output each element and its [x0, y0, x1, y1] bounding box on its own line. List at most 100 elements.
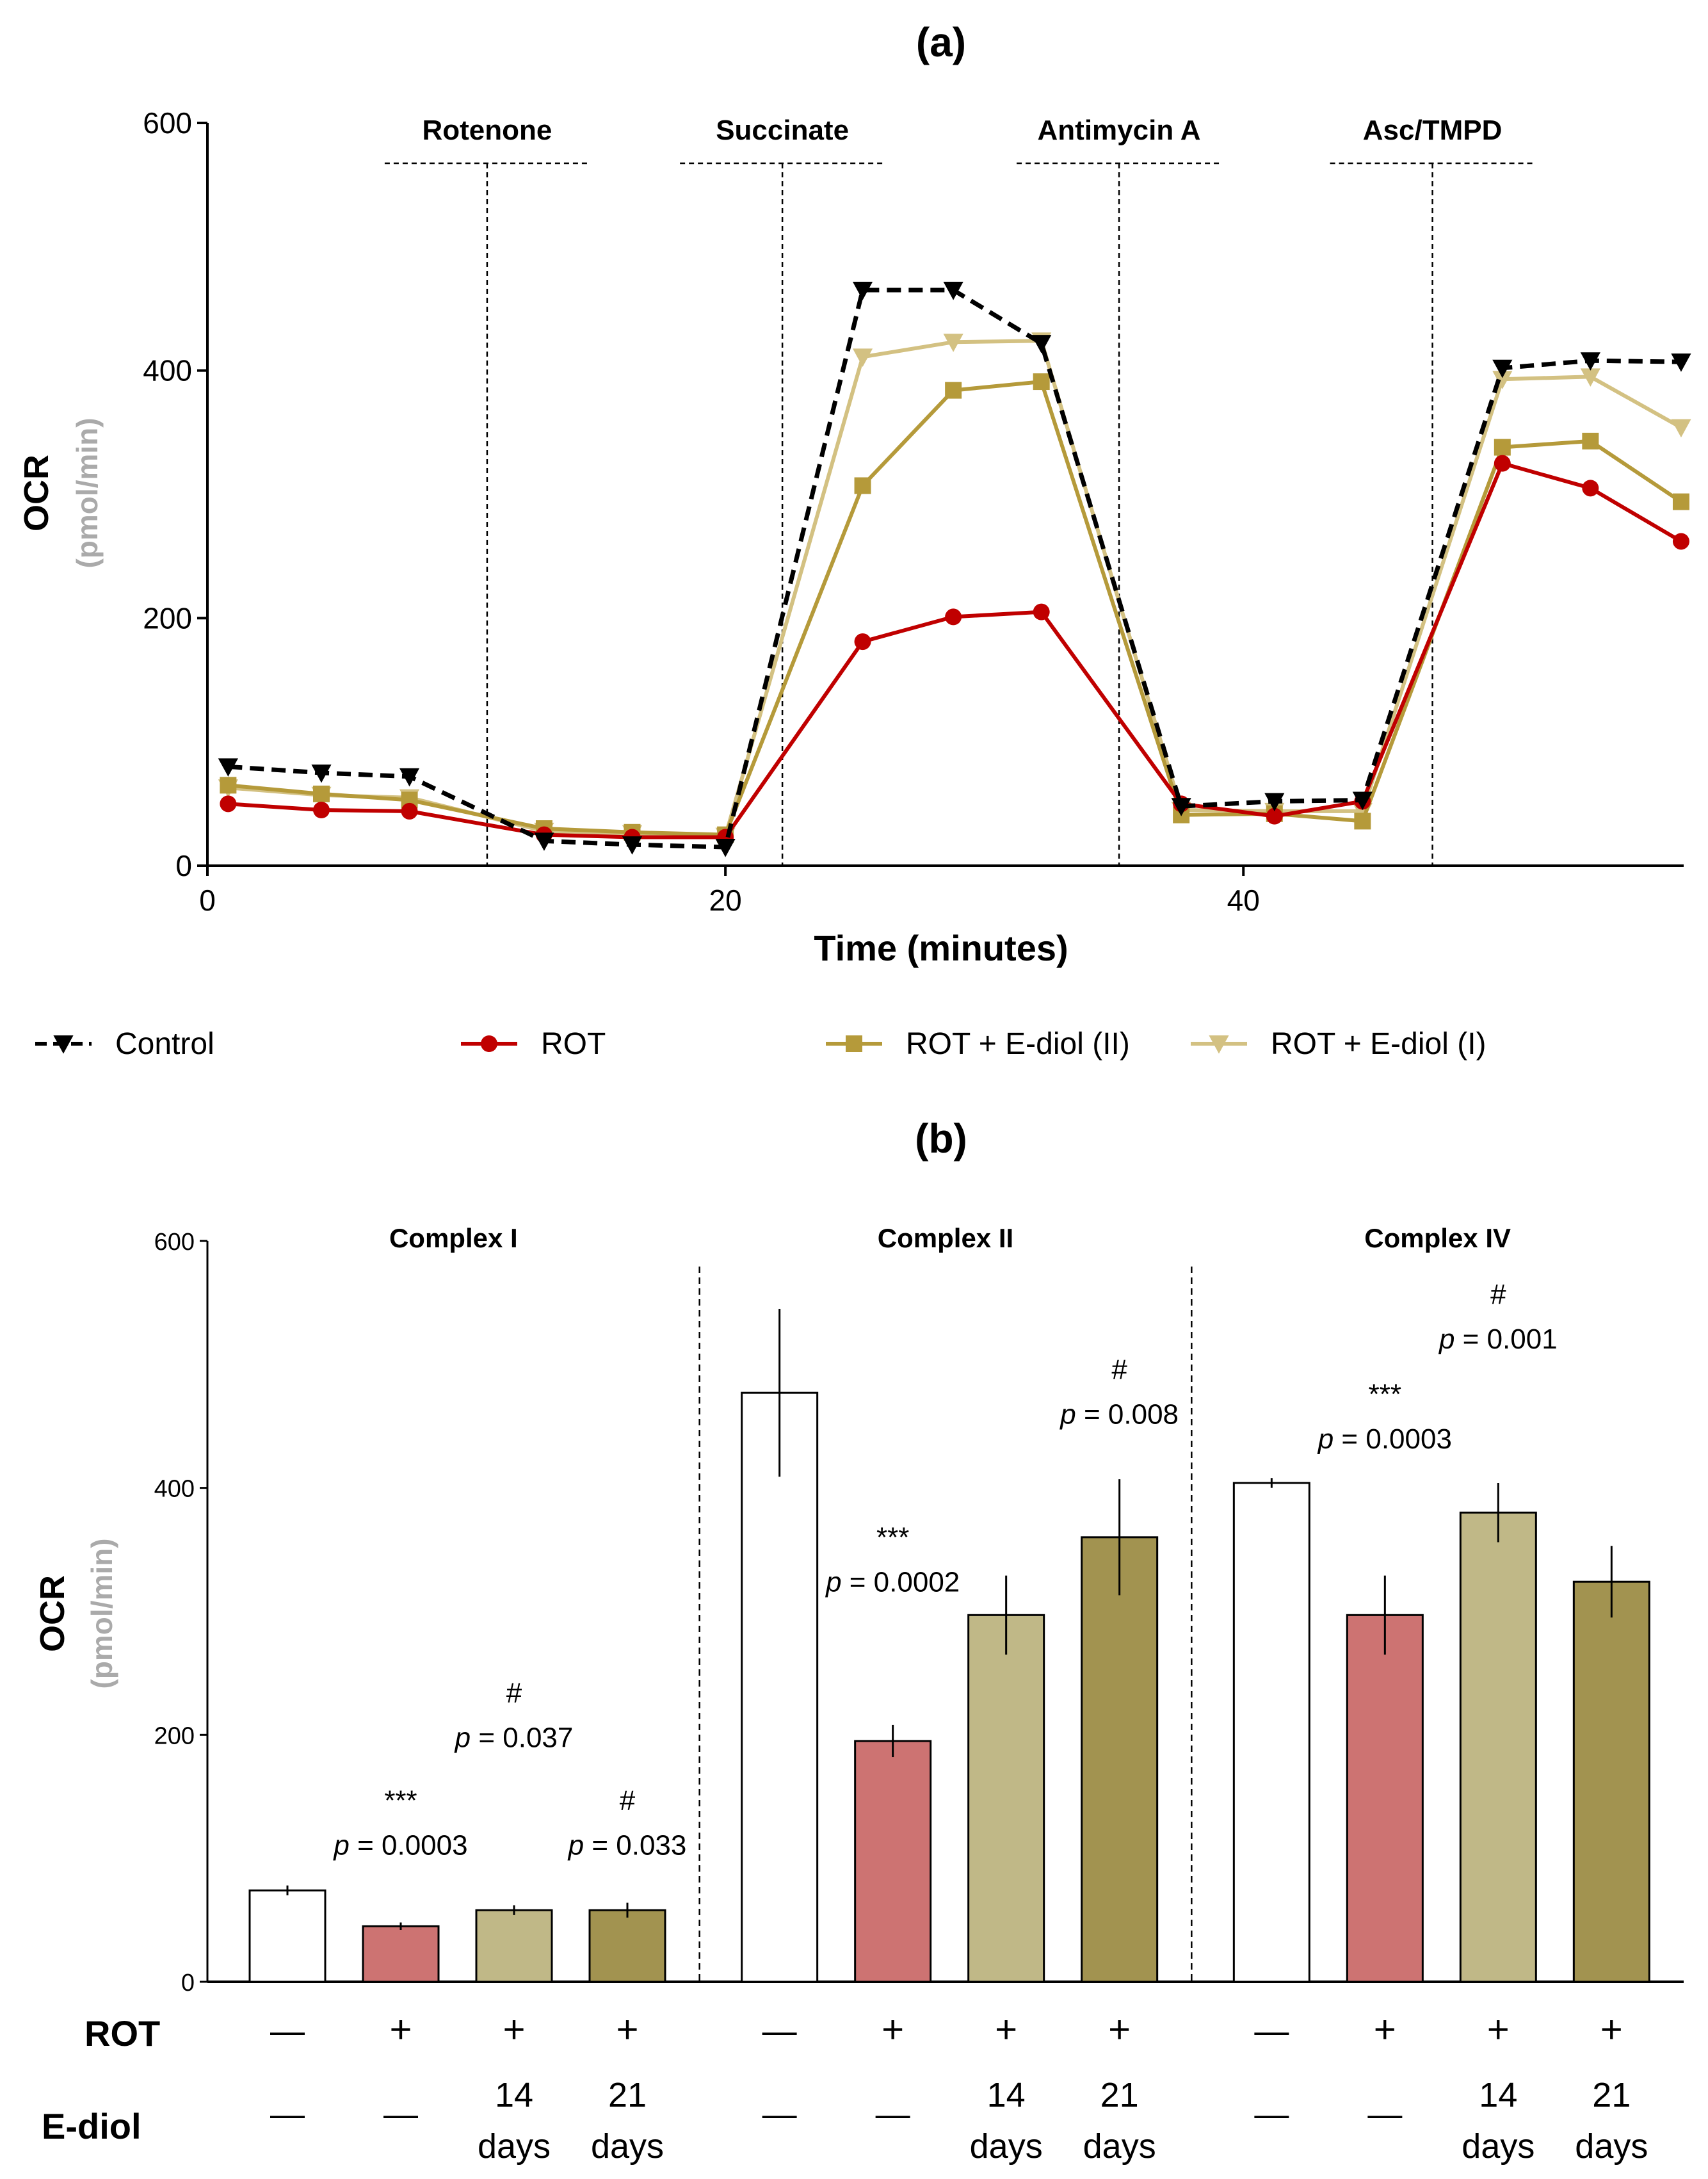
significance-mark: #: [1111, 1354, 1127, 1385]
y-tick-label: 600: [154, 1229, 195, 1256]
bar: [1081, 1536, 1159, 1983]
legend-label: ROT + E-diol (I): [1271, 1027, 1486, 1061]
row-label-ediol: E-diol: [42, 2106, 141, 2146]
p-symbol: p: [567, 1829, 592, 1861]
p-symbol: p: [1059, 1398, 1084, 1430]
row-cell: —: [876, 2095, 910, 2134]
significance-mark: ***: [384, 1785, 417, 1816]
row-cell: +: [1374, 2008, 1396, 2051]
group-title: Complex II: [878, 1223, 1013, 1253]
data-point: [852, 282, 873, 300]
series-line: [228, 379, 1682, 837]
panel-a-xlabel: Time (minutes): [814, 928, 1068, 968]
bar: [1459, 1511, 1537, 1983]
y-tick-label: 400: [154, 1476, 195, 1503]
x-tick-label: 0: [199, 884, 216, 917]
data-point: [1033, 603, 1050, 620]
data-point: [943, 334, 963, 352]
p-value: p = 0.008: [1059, 1398, 1179, 1430]
row-cell: —: [1254, 2095, 1289, 2134]
data-point: [1580, 368, 1600, 387]
data-point: [313, 785, 330, 802]
row-cell: +: [1487, 2008, 1510, 2051]
data-point: [1031, 335, 1052, 353]
row-cell: +: [995, 2008, 1017, 2051]
bar: [1346, 1614, 1424, 1983]
p-value: p = 0.033: [567, 1829, 687, 1861]
panel-a-ylabel-unit: (pmol/min): [70, 417, 104, 568]
row-cell: —: [1254, 2012, 1289, 2050]
p-value: p = 0.001: [1438, 1324, 1558, 1355]
bar: [854, 1740, 932, 1983]
data-point: [311, 765, 332, 783]
data-point: [313, 802, 330, 818]
y-tick-label: 600: [143, 106, 192, 140]
group-title: Complex I: [389, 1223, 518, 1253]
row-cell: —: [1367, 2095, 1402, 2134]
p-symbol: p: [1438, 1324, 1463, 1355]
row-cell: +: [1600, 2008, 1623, 2051]
p-symbol: p: [332, 1829, 357, 1861]
y-tick-label: 200: [143, 601, 192, 635]
row-cell: +: [882, 2008, 904, 2051]
significance-mark: #: [620, 1785, 636, 1816]
data-point: [401, 802, 418, 820]
legend-marker: [846, 1035, 862, 1052]
x-tick-label: 40: [1227, 884, 1260, 917]
data-point: [1264, 793, 1285, 812]
data-point: [1582, 432, 1599, 450]
legend-label: ROT + E-diol (II): [906, 1027, 1130, 1061]
p-value: p = 0.037: [454, 1722, 574, 1754]
legend-marker: [1209, 1035, 1229, 1054]
p-symbol: p: [454, 1722, 479, 1754]
data-point: [1171, 798, 1191, 816]
row-cell: +: [503, 2008, 525, 2051]
p-symbol: p: [1317, 1423, 1342, 1455]
data-point: [1671, 419, 1691, 438]
row-cell: +: [616, 2008, 638, 2051]
p-value: p = 0.0003: [1317, 1423, 1452, 1455]
data-point: [854, 633, 871, 651]
p-symbol: p: [825, 1567, 850, 1598]
series-line: [228, 461, 1682, 839]
row-label-rot: ROT: [85, 2013, 160, 2053]
row-cell: —: [762, 2095, 797, 2134]
bar: [362, 1925, 440, 1983]
p-value: p = 0.0003: [332, 1829, 467, 1861]
data-point: [1582, 480, 1599, 497]
y-tick-label: 0: [181, 1970, 195, 1997]
x-tick-label: 20: [709, 884, 742, 917]
y-tick-label: 200: [154, 1722, 195, 1749]
legend-label: Control: [115, 1027, 214, 1061]
bar: [741, 1391, 819, 1983]
data-point: [1352, 791, 1373, 811]
legend-label: ROT: [541, 1027, 606, 1061]
y-tick-label: 0: [175, 849, 192, 882]
row-cell: days: [478, 2127, 551, 2166]
injection-label: Asc/TMPD: [1363, 115, 1503, 146]
data-point: [945, 382, 962, 399]
series-line: [228, 288, 1682, 850]
row-cell: 14: [1479, 2076, 1517, 2114]
data-point: [1033, 373, 1050, 391]
data-point: [943, 282, 963, 300]
data-point: [1672, 493, 1689, 510]
data-point: [622, 836, 643, 855]
legend-marker: [53, 1035, 74, 1054]
injection-label: Rotenone: [422, 115, 552, 146]
y-tick-label: 400: [143, 354, 192, 387]
data-point: [220, 777, 237, 794]
data-point: [534, 832, 554, 851]
row-cell: —: [270, 2012, 305, 2050]
row-cell: —: [383, 2095, 418, 2134]
panel-a-title: (a): [916, 19, 966, 65]
row-cell: —: [270, 2095, 305, 2134]
data-point: [1671, 353, 1691, 372]
bar: [967, 1614, 1045, 1983]
significance-mark: #: [506, 1678, 522, 1709]
data-point: [1354, 813, 1371, 830]
bar: [475, 1909, 553, 1983]
row-cell: +: [389, 2008, 412, 2051]
row-cell: +: [1108, 2008, 1131, 2051]
